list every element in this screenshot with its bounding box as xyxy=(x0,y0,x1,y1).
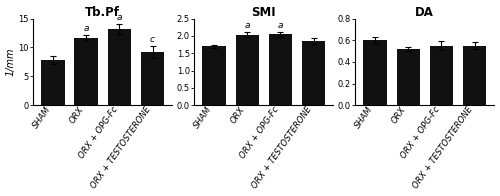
Title: SMI: SMI xyxy=(252,5,276,19)
Bar xyxy=(364,40,386,105)
Text: a: a xyxy=(116,13,122,22)
Text: a: a xyxy=(278,21,283,30)
Bar xyxy=(430,46,453,105)
Bar xyxy=(42,60,64,105)
Bar xyxy=(302,41,325,105)
Text: c: c xyxy=(150,35,155,44)
Y-axis label: 1/mm: 1/mm xyxy=(6,48,16,76)
Bar xyxy=(268,34,292,105)
Text: a: a xyxy=(244,21,250,30)
Text: a: a xyxy=(84,24,89,33)
Bar xyxy=(396,49,420,105)
Bar xyxy=(74,38,98,105)
Title: Tb.Pf: Tb.Pf xyxy=(85,5,120,19)
Bar xyxy=(202,46,226,105)
Bar xyxy=(463,46,486,105)
Bar xyxy=(236,35,258,105)
Bar xyxy=(141,52,164,105)
Bar xyxy=(108,29,131,105)
Title: DA: DA xyxy=(416,5,434,19)
